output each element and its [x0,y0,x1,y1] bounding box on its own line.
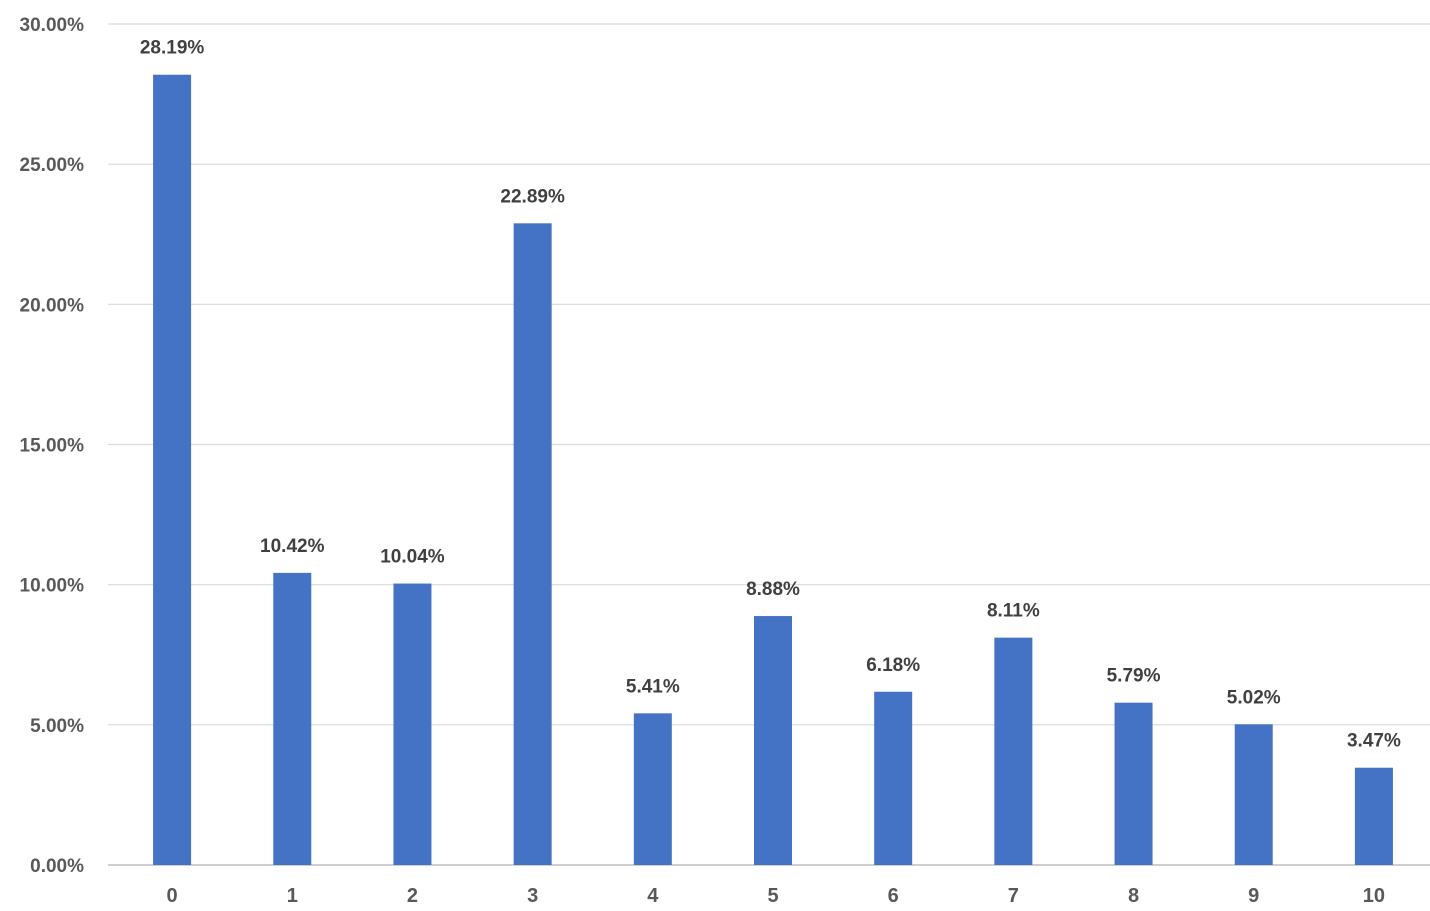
data-label: 10.04% [380,547,445,568]
x-tick-label: 8 [1128,885,1139,907]
bar [1234,724,1273,865]
y-tick-label: 5.00% [30,716,84,737]
bar [633,713,672,865]
bar [273,572,312,865]
bars [153,74,1393,865]
bar [153,74,192,865]
x-tick-label: 3 [527,885,538,907]
x-tick-label: 5 [767,885,778,907]
data-label: 22.89% [500,186,565,207]
x-tick-label: 0 [167,885,178,907]
x-axis-tick-labels: 0 1 2 3 4 5 6 7 8 9 10 [167,885,1386,907]
data-label: 8.11% [987,601,1040,622]
bar [1114,702,1153,865]
bar [393,583,432,865]
gridlines [108,23,1430,866]
x-tick-label: 4 [647,885,659,907]
bar [874,691,913,865]
bar [1354,767,1393,865]
data-label: 28.19% [140,38,205,59]
bar [513,223,552,865]
x-tick-label: 1 [287,885,298,907]
y-tick-label: 25.00% [20,155,85,176]
data-label: 6.18% [866,655,920,676]
x-tick-label: 6 [888,885,899,907]
data-label: 10.42% [260,536,325,557]
data-label: 5.79% [1107,666,1161,687]
y-tick-label: 30.00% [20,15,85,36]
bar [754,616,792,865]
x-tick-label: 2 [407,885,418,907]
data-label: 5.02% [1227,687,1281,708]
y-tick-label: 0.00% [30,856,84,877]
y-tick-label: 15.00% [20,436,85,457]
y-tick-label: 10.00% [20,576,85,597]
y-axis-tick-labels: 0.00% 5.00% 10.00% 15.00% 20.00% 25.00% 30.00% [20,15,85,877]
x-tick-label: 10 [1363,885,1385,907]
data-label: 8.88% [746,579,800,600]
data-labels: 28.19% 10.42% 10.04% 22.89% 5.41% 8.88% 6.18% 8… [140,38,1401,752]
x-tick-label: 9 [1248,885,1259,907]
data-label: 5.41% [626,676,680,697]
data-label: 3.47% [1347,731,1401,752]
x-tick-label: 7 [1008,885,1019,907]
y-tick-label: 20.00% [20,295,85,316]
bar [994,637,1033,865]
